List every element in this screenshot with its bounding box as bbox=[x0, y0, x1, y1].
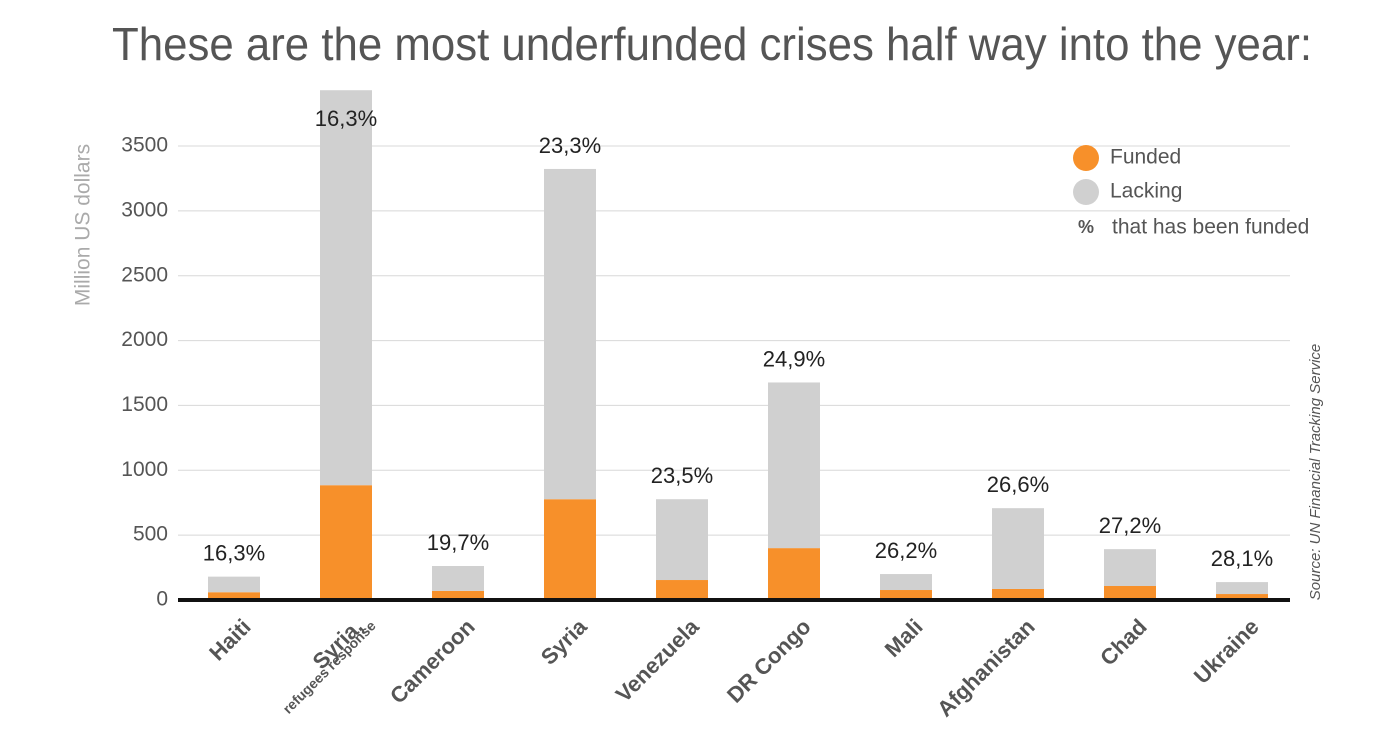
pct-label: 26,2% bbox=[875, 538, 937, 563]
bar-segment bbox=[656, 499, 708, 581]
bar-segment bbox=[320, 485, 372, 600]
legend-note-symbol: % bbox=[1078, 217, 1094, 237]
legend-swatch bbox=[1073, 145, 1099, 171]
pct-label: 28,1% bbox=[1211, 546, 1273, 571]
x-tick-label: Syria bbox=[536, 613, 592, 669]
x-tick-label: Chad bbox=[1095, 614, 1152, 671]
x-tick-label: Venezuela bbox=[611, 613, 704, 706]
y-tick-label: 1000 bbox=[121, 458, 168, 481]
chart-title: These are the most underfunded crises ha… bbox=[112, 18, 1312, 70]
bar-segment bbox=[1216, 594, 1268, 600]
x-tick-label: Mali bbox=[880, 614, 928, 662]
x-tick-label: Haiti bbox=[204, 614, 255, 665]
pct-label: 26,6% bbox=[987, 472, 1049, 497]
pct-label: 16,3% bbox=[315, 106, 377, 131]
bar-segment bbox=[432, 590, 484, 600]
bar-segment bbox=[768, 548, 820, 600]
y-tick-label: 0 bbox=[156, 588, 168, 611]
y-tick-label: 2500 bbox=[121, 263, 168, 286]
bar-segment bbox=[768, 382, 820, 549]
legend-swatch bbox=[1073, 179, 1099, 205]
legend-label: Funded bbox=[1110, 146, 1181, 169]
bar-segment bbox=[1216, 582, 1268, 595]
bar-segment bbox=[1104, 585, 1156, 600]
pct-label: 23,3% bbox=[539, 133, 601, 158]
bar-segment bbox=[208, 576, 260, 593]
y-tick-label: 3500 bbox=[121, 134, 168, 157]
bar-segment bbox=[992, 508, 1044, 589]
pct-label: 16,3% bbox=[203, 540, 265, 565]
x-tick-label: Afghanistan bbox=[932, 614, 1040, 722]
bar-segment bbox=[544, 168, 596, 500]
pct-label: 27,2% bbox=[1099, 513, 1161, 538]
y-axis-label: Million US dollars bbox=[72, 144, 95, 306]
bar-segment bbox=[1104, 549, 1156, 586]
source: Source: UN Financial Tracking Service bbox=[1307, 344, 1324, 600]
x-tick-label: Ukraine bbox=[1189, 614, 1264, 689]
x-tick-label: Cameroon bbox=[385, 614, 480, 709]
bar-segment bbox=[320, 90, 372, 486]
legend-label: Lacking bbox=[1110, 180, 1182, 203]
pct-label: 24,9% bbox=[763, 346, 825, 371]
y-tick-label: 3000 bbox=[121, 198, 168, 221]
bar-segment bbox=[544, 499, 596, 600]
bar-segment bbox=[992, 588, 1044, 600]
y-tick-label: 2000 bbox=[121, 328, 168, 351]
bar-segment bbox=[208, 592, 260, 600]
x-tick-label: DR Congo bbox=[722, 614, 816, 708]
y-tick-label: 500 bbox=[133, 523, 168, 546]
bar-segment bbox=[880, 590, 932, 600]
bar-segment bbox=[656, 580, 708, 600]
x-tick-sublabel: refugees response bbox=[279, 617, 378, 716]
pct-label: 23,5% bbox=[651, 463, 713, 488]
pct-label: 19,7% bbox=[427, 530, 489, 555]
legend-note: that has been funded bbox=[1112, 216, 1309, 239]
y-tick-label: 1500 bbox=[121, 393, 168, 416]
bar-segment bbox=[432, 566, 484, 591]
bar-segment bbox=[880, 574, 932, 591]
